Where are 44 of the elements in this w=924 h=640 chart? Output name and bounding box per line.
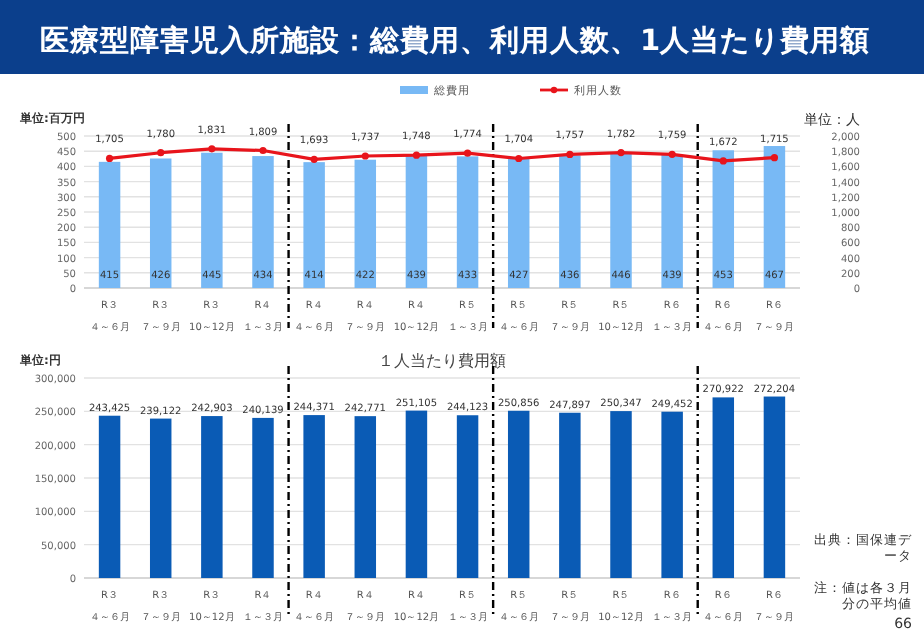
bar — [149, 158, 172, 288]
point — [208, 145, 216, 153]
bar — [456, 415, 479, 578]
point — [259, 146, 267, 155]
chart-title: １人当たり費用額 — [378, 352, 506, 370]
point — [361, 152, 369, 160]
bar — [149, 418, 172, 578]
bar — [354, 159, 377, 288]
point — [719, 157, 727, 165]
bar — [405, 410, 428, 578]
bar — [303, 162, 325, 288]
bar — [763, 146, 786, 288]
chart-title: 医療型障害児入所施設：総費用、利用人数、1人当たり費用額 — [40, 22, 871, 58]
bar — [712, 150, 735, 288]
point — [463, 149, 472, 157]
point — [617, 148, 625, 157]
bar — [98, 415, 121, 578]
bar — [252, 156, 274, 288]
point — [310, 155, 318, 163]
bar — [661, 411, 683, 578]
bar — [763, 396, 786, 578]
bar — [354, 416, 377, 578]
point — [412, 151, 421, 159]
point — [668, 150, 676, 158]
point — [105, 154, 114, 163]
point — [515, 154, 523, 163]
point — [157, 149, 165, 157]
bar — [98, 161, 121, 288]
bar — [252, 417, 274, 578]
bar — [610, 411, 632, 578]
bar — [405, 154, 428, 288]
bar — [201, 416, 223, 578]
bar — [610, 152, 632, 288]
bar — [712, 397, 735, 578]
bar — [661, 154, 683, 288]
bar — [201, 152, 223, 288]
point — [566, 150, 574, 159]
bar — [559, 155, 581, 288]
bar — [456, 156, 479, 288]
point — [770, 154, 779, 162]
bar — [507, 410, 530, 578]
bar — [507, 158, 530, 288]
bar — [559, 412, 581, 578]
bar — [303, 415, 325, 578]
